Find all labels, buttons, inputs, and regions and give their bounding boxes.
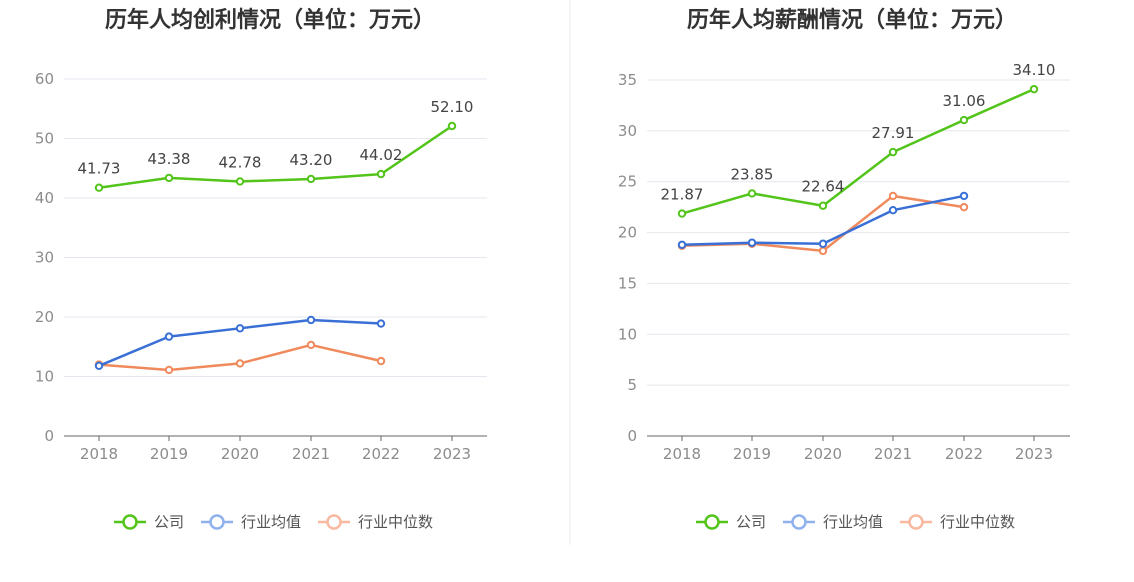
chart1-xtick-label: 2020 bbox=[221, 445, 259, 463]
chart1-legend-label-industry_median: 行业中位数 bbox=[358, 513, 433, 531]
chart1-point-company bbox=[94, 183, 104, 192]
chart2-xtick-label: 2023 bbox=[1015, 445, 1053, 463]
chart2-ytick-label: 0 bbox=[627, 427, 637, 445]
chart1-series-line-company bbox=[98, 124, 453, 189]
chart1-ytick-label: 10 bbox=[35, 368, 54, 386]
chart1-ytick-label: 30 bbox=[35, 249, 54, 267]
chart1-ytick-label: 40 bbox=[35, 189, 54, 207]
chart1-data-label: 44.02 bbox=[360, 146, 403, 164]
chart1-point-company bbox=[376, 169, 386, 179]
chart2-series-line-company bbox=[681, 88, 1035, 215]
chart1-legend-marker-company bbox=[122, 514, 138, 530]
chart2-xtick-label: 2019 bbox=[733, 445, 771, 463]
chart1-point-industry_median bbox=[164, 365, 174, 375]
chart2-xtick-label: 2018 bbox=[663, 445, 701, 463]
chart2-legend-label-industry_avg: 行业均值 bbox=[823, 513, 883, 531]
chart2-ytick-label: 10 bbox=[618, 325, 637, 343]
chart1-legend-marker-industry_median bbox=[326, 514, 342, 530]
chart2-ytick-label: 15 bbox=[618, 274, 637, 292]
chart1-point-industry_median bbox=[306, 340, 316, 350]
chart1-data-label: 41.73 bbox=[78, 160, 121, 178]
chart2-point-industry_median bbox=[888, 191, 898, 201]
chart1-point-company bbox=[306, 174, 316, 184]
chart2-point-industry_median bbox=[959, 202, 969, 212]
chart2-ytick-label: 30 bbox=[618, 122, 637, 140]
chart1-data-label: 52.10 bbox=[431, 98, 474, 116]
chart2-point-company bbox=[1029, 84, 1039, 94]
chart1-point-industry_avg bbox=[164, 332, 174, 341]
chart2-point-company bbox=[677, 209, 687, 218]
chart1-xtick-label: 2019 bbox=[150, 445, 188, 463]
chart2-point-industry_avg bbox=[888, 205, 898, 215]
chart1-point-industry_median bbox=[376, 356, 386, 366]
chart2-data-label: 34.10 bbox=[1013, 61, 1056, 79]
chart2-ytick-label: 25 bbox=[618, 173, 637, 191]
chart1-legend-label-company: 公司 bbox=[154, 513, 184, 531]
chart1-ytick-label: 0 bbox=[44, 427, 54, 445]
chart1-point-industry_avg bbox=[306, 315, 316, 325]
chart1-point-company bbox=[235, 177, 245, 186]
chart1-point-company bbox=[447, 121, 457, 131]
chart1-point-industry_median bbox=[235, 359, 245, 368]
chart2-ytick-label: 35 bbox=[618, 71, 637, 89]
chart2-legend-marker-company bbox=[704, 514, 720, 530]
chart2-point-industry_median bbox=[818, 246, 828, 256]
chart1-data-label: 43.20 bbox=[290, 151, 333, 169]
chart1-xtick-label: 2021 bbox=[292, 445, 330, 463]
chart2-data-label: 21.87 bbox=[661, 186, 704, 204]
chart2-xtick-label: 2022 bbox=[945, 445, 983, 463]
chart2-legend-marker-industry_median bbox=[908, 514, 924, 530]
chart1-xtick-label: 2018 bbox=[80, 445, 118, 463]
chart2-legend-marker-industry_avg bbox=[791, 514, 807, 530]
chart1-ytick-label: 60 bbox=[35, 70, 54, 88]
chart2-ytick-label: 5 bbox=[627, 376, 637, 394]
chart2-point-industry_avg bbox=[959, 191, 969, 201]
chart2-point-industry_avg bbox=[747, 238, 757, 247]
chart2-ytick-label: 20 bbox=[618, 224, 637, 242]
chart2-xtick-label: 2021 bbox=[874, 445, 912, 463]
chart2-point-company bbox=[959, 115, 969, 125]
chart1-point-industry_avg bbox=[376, 319, 386, 328]
chart2-point-company bbox=[818, 201, 828, 210]
chart2-point-industry_avg bbox=[818, 239, 828, 248]
chart1-ytick-label: 50 bbox=[35, 130, 54, 148]
chart1-xtick-label: 2022 bbox=[362, 445, 400, 463]
chart1-point-industry_avg bbox=[94, 361, 104, 370]
chart2-data-label: 31.06 bbox=[943, 92, 986, 110]
chart1-data-label: 42.78 bbox=[219, 153, 262, 171]
chart2-xtick-label: 2020 bbox=[804, 445, 842, 463]
chart2-data-label: 22.64 bbox=[802, 178, 845, 196]
chart1-point-company bbox=[164, 173, 174, 183]
chart2-data-label: 27.91 bbox=[872, 124, 915, 142]
chart2-point-industry_avg bbox=[677, 240, 687, 249]
chart2-title: 历年人均薪酬情况（单位：万元） bbox=[687, 7, 1017, 33]
chart1-xtick-label: 2023 bbox=[433, 445, 471, 463]
chart2-point-company bbox=[747, 189, 757, 198]
chart1-data-label: 43.38 bbox=[148, 150, 191, 168]
chart1-point-industry_avg bbox=[235, 324, 245, 333]
chart1-legend-marker-industry_avg bbox=[209, 514, 225, 530]
chart2-data-label: 23.85 bbox=[731, 165, 774, 183]
chart2-legend-label-industry_median: 行业中位数 bbox=[940, 513, 1015, 531]
chart1-ytick-label: 20 bbox=[35, 308, 54, 326]
chart2-point-company bbox=[888, 147, 898, 157]
chart1-title: 历年人均创利情况（单位：万元） bbox=[105, 7, 435, 33]
chart1-legend-label-industry_avg: 行业均值 bbox=[241, 513, 301, 531]
chart2-legend-label-company: 公司 bbox=[736, 513, 766, 531]
